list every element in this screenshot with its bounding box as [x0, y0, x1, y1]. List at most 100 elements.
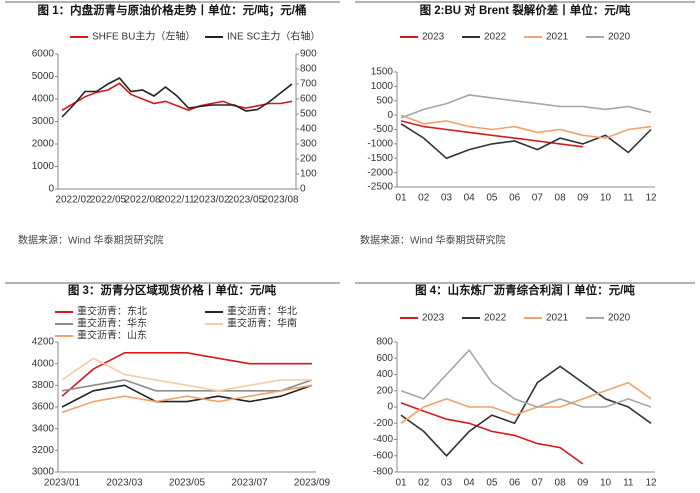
y2-tick-label: 100: [300, 169, 317, 180]
y2-tick-label: 400: [300, 124, 317, 135]
y-tick-label: 3000: [32, 116, 55, 127]
series-line: [61, 76, 293, 118]
chart-title: 图 2:BU 对 Brent 裂解价差丨单位：元/吨: [420, 3, 631, 17]
x-tick-label: 07: [532, 478, 544, 489]
y-tick-label: 4000: [32, 358, 55, 369]
x-tick-label: 11: [623, 478, 634, 489]
x-tick-label: 2022/02: [55, 195, 92, 206]
x-tick-label: 2023/05: [169, 478, 206, 489]
series-line: [400, 381, 652, 424]
y-tick-label: 400: [376, 369, 393, 380]
x-tick-label: 02: [418, 193, 430, 204]
chart-title: 图 1：内盘沥青与原油价格走势丨单位：元/吨；元/桶: [38, 3, 307, 17]
y-tick-label: 800: [376, 337, 393, 348]
y-tick-label: -500: [373, 124, 393, 135]
x-tick-label: 10: [600, 193, 612, 204]
x-tick-label: 03: [441, 478, 453, 489]
series-line: [61, 384, 313, 408]
x-tick-label: 08: [555, 193, 567, 204]
x-tick-label: 2022/11: [159, 195, 195, 206]
x-tick-label: 2022/08: [124, 195, 161, 206]
source-note: 数据来源：Wind 华泰期货研究院: [18, 234, 164, 247]
x-tick-label: 2022/05: [90, 195, 127, 206]
series-line: [400, 348, 652, 408]
legend-label: 2023: [422, 32, 445, 43]
y-tick-label: 3200: [32, 445, 55, 456]
x-tick-label: 12: [645, 478, 657, 489]
x-tick-label: 10: [600, 478, 612, 489]
chart-title: 图 4：山东炼厂沥青综合利润丨单位：元/吨: [415, 283, 635, 297]
y-tick-label: -800: [373, 467, 393, 478]
x-tick-label: 2023/02: [193, 195, 230, 206]
y-tick-label: 1000: [371, 81, 394, 92]
series-line: [400, 123, 652, 160]
legend-label: 2020: [608, 32, 631, 43]
x-tick-label: 02: [418, 478, 430, 489]
source-note: 数据来源：Wind 华泰期货研究院: [360, 234, 506, 247]
y-tick-label: 2000: [32, 139, 55, 150]
y-tick-label: 4200: [32, 337, 55, 348]
legend-label: 重交沥青：华东: [77, 317, 147, 330]
x-tick-label: 2023/01: [44, 478, 81, 489]
series-line: [400, 120, 583, 148]
legend-label: 2022: [484, 32, 507, 43]
y-tick-label: 500: [376, 95, 393, 106]
legend-label: SHFE BU主力（左轴）: [92, 30, 195, 43]
y-tick-label: -1500: [367, 153, 393, 164]
legend-label: INE SC主力（右轴）: [227, 30, 320, 43]
series-line: [400, 94, 652, 119]
x-tick-label: 2023/08: [262, 195, 299, 206]
x-tick-label: 2023/03: [106, 478, 143, 489]
y-tick-label: 6000: [32, 49, 55, 60]
x-tick-label: 01: [395, 193, 407, 204]
x-tick-label: 09: [577, 478, 589, 489]
x-tick-label: 06: [509, 478, 521, 489]
x-tick-label: 03: [441, 193, 453, 204]
series-line: [400, 402, 584, 465]
y-tick-label: -600: [373, 450, 393, 461]
y-tick-label: 4000: [32, 94, 55, 105]
y-tick-label: 600: [376, 353, 393, 364]
x-tick-label: 2023/09: [294, 478, 331, 489]
x-tick-label: 09: [577, 193, 589, 204]
y2-tick-label: 500: [300, 109, 317, 120]
series-line: [61, 384, 313, 414]
x-tick-label: 06: [509, 193, 521, 204]
y-tick-label: 5000: [32, 71, 55, 82]
legend-label: 2023: [422, 313, 445, 324]
y-tick-label: -1000: [367, 139, 393, 150]
y2-tick-label: 200: [300, 154, 317, 165]
x-tick-label: 2023/05: [228, 195, 265, 206]
y-tick-label: 3400: [32, 423, 55, 434]
x-tick-label: 11: [623, 193, 634, 204]
y-tick-label: 1500: [371, 67, 394, 78]
y-tick-label: 3000: [32, 467, 55, 478]
y-tick-label: 0: [48, 184, 54, 195]
y-tick-label: -400: [373, 434, 393, 445]
series-line: [400, 114, 652, 139]
legend-label: 重交沥青：华北: [227, 305, 297, 318]
y2-tick-label: 600: [300, 94, 317, 105]
x-tick-label: 07: [532, 193, 544, 204]
x-tick-label: 2023/07: [231, 478, 268, 489]
legend-label: 重交沥青：华南: [227, 317, 297, 330]
y-tick-label: -2500: [367, 182, 393, 193]
y-tick-label: -2000: [367, 167, 393, 178]
series-line: [61, 357, 312, 392]
x-tick-label: 04: [464, 478, 476, 489]
y-tick-label: -200: [373, 418, 393, 429]
x-tick-label: 04: [464, 193, 476, 204]
legend-label: 2020: [608, 313, 631, 324]
x-tick-label: 08: [555, 478, 567, 489]
y2-tick-label: 0: [300, 184, 306, 195]
x-tick-label: 12: [645, 193, 657, 204]
x-tick-label: 05: [486, 193, 498, 204]
x-tick-label: 01: [395, 478, 407, 489]
legend-label: 2021: [546, 32, 569, 43]
chart-title: 图 3：沥青分区域现货价格丨单位：元/吨: [68, 283, 277, 297]
y-tick-label: 0: [387, 110, 393, 121]
series-line: [61, 379, 313, 392]
series-line: [61, 82, 293, 112]
legend-label: 重交沥青：东北: [77, 305, 147, 318]
